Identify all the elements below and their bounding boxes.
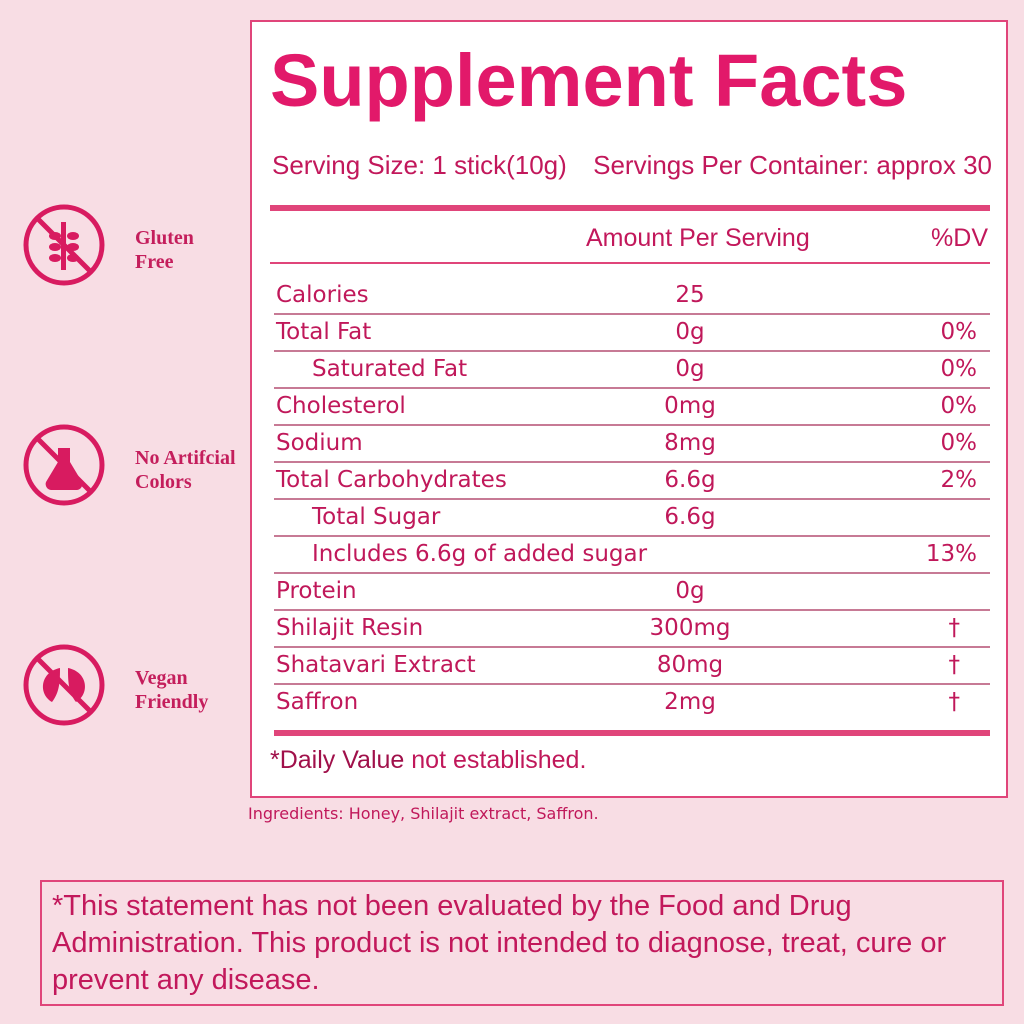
row-amount: 2mg xyxy=(664,689,716,715)
row-name: Includes 6.6g of added sugar xyxy=(312,541,648,567)
rule xyxy=(274,609,990,611)
row-amount: 6.6g xyxy=(664,467,716,493)
row-dv: † xyxy=(948,615,961,641)
row-amount: 0g xyxy=(675,356,705,382)
serving-size: Serving Size: 1 stick(10g) xyxy=(272,150,567,180)
badge-label: No Artifcial xyxy=(135,447,236,469)
rule xyxy=(274,646,990,648)
rule xyxy=(274,498,990,500)
row-name: Total Sugar xyxy=(312,504,441,530)
badge-icons xyxy=(23,204,105,726)
ingredients: Ingredients: Honey, Shilajit extract, Sa… xyxy=(248,804,599,823)
badge-label: Gluten xyxy=(135,227,194,249)
row-amount: 300mg xyxy=(649,615,731,641)
row-name: Cholesterol xyxy=(276,393,406,419)
row-dv: 0% xyxy=(940,356,978,382)
rule xyxy=(274,313,990,315)
row-dv: † xyxy=(948,652,961,678)
ingredients-label: Ingredients: xyxy=(248,804,344,823)
row-name: Calories xyxy=(276,282,369,308)
badge-label: Vegan xyxy=(135,667,188,689)
row-dv: 0% xyxy=(940,393,978,419)
row-name: Total Carbohydrates xyxy=(276,467,507,493)
facts-panel xyxy=(250,20,1008,798)
rule xyxy=(274,424,990,426)
servings-per-container: Servings Per Container: approx 30 xyxy=(593,150,992,180)
badge-label: Friendly xyxy=(135,691,209,713)
rule xyxy=(270,262,990,264)
ingredients-bold: Honey, xyxy=(348,804,406,823)
footnote-text: not established. xyxy=(411,746,587,774)
footnote-bold: *Daily Value xyxy=(270,746,405,774)
row-name: Sodium xyxy=(276,430,363,456)
rule xyxy=(274,730,990,736)
row-name: Protein xyxy=(276,578,357,604)
row-dv: 13% xyxy=(925,541,977,567)
row-amount: 6.6g xyxy=(664,504,716,530)
badge-label: Free xyxy=(135,251,174,273)
row-dv: 2% xyxy=(940,467,978,493)
row-amount: 0g xyxy=(675,578,705,604)
badge-label: Colors xyxy=(135,471,192,493)
facts-title: Supplement Facts xyxy=(270,39,908,122)
row-amount: 0mg xyxy=(664,393,716,419)
column-header: Amount Per Serving xyxy=(586,224,810,252)
row-name: Shatavari Extract xyxy=(276,652,476,678)
rule xyxy=(274,572,990,574)
row-amount: 0g xyxy=(675,319,705,345)
row-dv: 0% xyxy=(940,319,978,345)
footnote: *Daily Value not established. xyxy=(270,746,586,775)
row-name: Saffron xyxy=(276,689,359,715)
disclaimer: *This statement has not been evaluated b… xyxy=(40,880,1004,1006)
ingredients-text: Shilajit extract, Saffron. xyxy=(410,804,599,823)
row-dv: 0% xyxy=(940,430,978,456)
row-name: Total Fat xyxy=(276,319,372,345)
rule xyxy=(274,461,990,463)
row-amount: 25 xyxy=(675,282,705,308)
row-amount: 8mg xyxy=(664,430,716,456)
rule xyxy=(274,350,990,352)
rule xyxy=(270,205,990,211)
row-name: Shilajit Resin xyxy=(276,615,424,641)
rule xyxy=(274,683,990,685)
row-name: Saturated Fat xyxy=(312,356,468,382)
rule xyxy=(274,387,990,389)
row-dv: † xyxy=(948,689,961,715)
column-header: %DV xyxy=(931,224,988,252)
row-amount: 80mg xyxy=(656,652,724,678)
rule xyxy=(274,535,990,537)
